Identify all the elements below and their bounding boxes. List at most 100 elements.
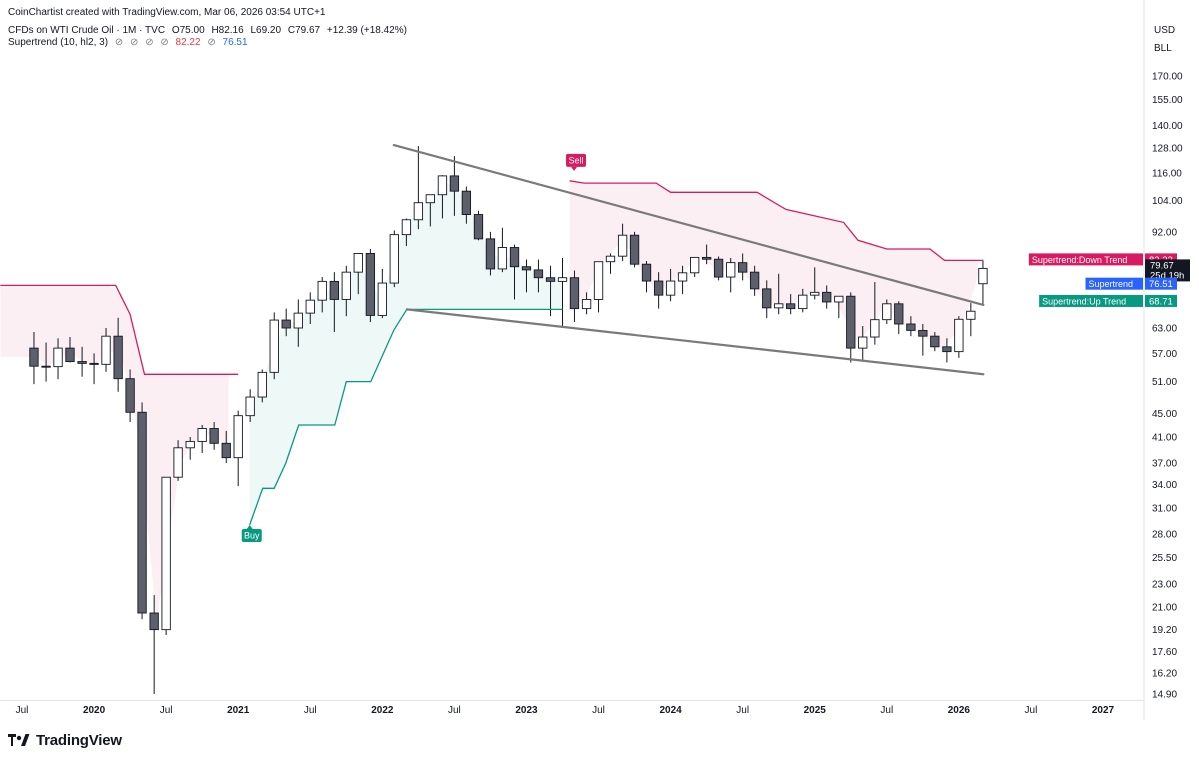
candle[interactable] xyxy=(113,317,123,392)
candle[interactable] xyxy=(485,231,496,276)
candle[interactable] xyxy=(41,342,51,382)
candle[interactable] xyxy=(365,248,376,323)
candle[interactable] xyxy=(305,292,315,324)
candle[interactable] xyxy=(774,273,784,315)
tradingview-brand[interactable]: TradingView xyxy=(8,732,122,749)
indicator-name[interactable]: Supertrend (10, hl2, 3) xyxy=(8,37,109,48)
candle[interactable] xyxy=(353,253,363,295)
candle[interactable] xyxy=(437,175,448,219)
candle[interactable] xyxy=(509,244,520,300)
candle[interactable] xyxy=(858,325,868,361)
candle[interactable] xyxy=(161,476,171,635)
candle[interactable] xyxy=(173,440,183,481)
candle-body xyxy=(437,175,448,196)
candle[interactable] xyxy=(257,369,267,403)
candle[interactable] xyxy=(89,353,99,385)
supertrend-down-line[interactable] xyxy=(569,180,984,262)
candle[interactable] xyxy=(690,256,700,278)
candle[interactable] xyxy=(894,301,904,335)
candle[interactable] xyxy=(281,308,291,337)
candle-body xyxy=(749,271,760,290)
candle[interactable] xyxy=(822,285,832,309)
candle[interactable] xyxy=(978,260,988,305)
candle[interactable] xyxy=(137,402,147,620)
candle[interactable] xyxy=(341,265,351,317)
candle[interactable] xyxy=(713,256,724,281)
candle[interactable] xyxy=(593,261,604,313)
candle[interactable] xyxy=(425,194,435,227)
candle[interactable] xyxy=(677,265,688,295)
candle[interactable] xyxy=(930,332,940,352)
candle[interactable] xyxy=(557,258,568,326)
candle[interactable] xyxy=(65,337,75,363)
supertrend-down-line[interactable] xyxy=(0,284,239,375)
candle[interactable] xyxy=(245,389,255,423)
candle[interactable] xyxy=(665,268,676,302)
lower-trendline[interactable] xyxy=(405,308,985,376)
candle[interactable] xyxy=(749,265,760,296)
candle[interactable] xyxy=(629,231,640,268)
candle[interactable] xyxy=(966,303,976,337)
upper-trendline[interactable] xyxy=(392,143,985,307)
candle-body xyxy=(233,415,243,459)
candle[interactable] xyxy=(942,338,952,363)
candle[interactable] xyxy=(918,323,928,356)
candle[interactable] xyxy=(29,332,39,385)
candle[interactable] xyxy=(149,595,159,694)
buy-signal[interactable]: Buy xyxy=(241,524,262,542)
candle[interactable] xyxy=(533,259,544,293)
candle[interactable] xyxy=(389,230,399,288)
candle-body xyxy=(701,256,712,260)
candle[interactable] xyxy=(617,223,628,262)
candle[interactable] xyxy=(545,265,556,317)
candle[interactable] xyxy=(101,327,111,372)
candle[interactable] xyxy=(197,424,207,454)
x-tick-label: Jul xyxy=(16,705,29,716)
candle[interactable] xyxy=(834,295,844,319)
candle[interactable] xyxy=(77,346,87,377)
candle[interactable] xyxy=(906,316,916,337)
candle[interactable] xyxy=(521,259,532,293)
candle[interactable] xyxy=(701,244,712,265)
candle[interactable] xyxy=(738,253,748,281)
candle[interactable] xyxy=(221,430,231,464)
candle[interactable] xyxy=(726,258,736,293)
candle[interactable] xyxy=(762,280,772,319)
supertrend-up-label[interactable]: Supertrend:Up Trend 68.71 xyxy=(1039,294,1177,308)
candle[interactable] xyxy=(233,410,243,487)
symbol-name[interactable]: CFDs on WTI Crude Oil · 1M · TVC xyxy=(8,25,166,36)
candle[interactable] xyxy=(269,312,279,380)
candle[interactable] xyxy=(641,261,652,293)
candle[interactable] xyxy=(293,299,303,347)
candle[interactable] xyxy=(497,227,508,273)
candle[interactable] xyxy=(461,186,472,224)
candle[interactable] xyxy=(605,253,616,274)
y-tick-label: 28.00 xyxy=(1152,529,1177,540)
candle[interactable] xyxy=(810,267,820,300)
sell-signal[interactable]: Sell xyxy=(566,153,587,171)
candle[interactable] xyxy=(653,272,664,309)
candle[interactable] xyxy=(125,369,135,423)
candle[interactable] xyxy=(413,146,424,230)
candle[interactable] xyxy=(882,299,892,324)
candle[interactable] xyxy=(473,210,484,241)
candle[interactable] xyxy=(870,282,880,345)
candle[interactable] xyxy=(329,272,339,333)
candle[interactable] xyxy=(449,156,460,216)
candle[interactable] xyxy=(581,292,592,315)
candle[interactable] xyxy=(954,316,964,358)
candle[interactable] xyxy=(317,277,327,313)
candle[interactable] xyxy=(377,268,387,319)
candle[interactable] xyxy=(569,270,580,323)
candle[interactable] xyxy=(846,292,856,363)
candle[interactable] xyxy=(53,338,63,380)
candle[interactable] xyxy=(798,288,808,313)
candle[interactable] xyxy=(786,294,796,315)
candle[interactable] xyxy=(185,437,195,460)
candle[interactable] xyxy=(401,218,412,247)
supertrend-label[interactable]: Supertrend 76.51 xyxy=(1085,277,1178,291)
supertrend-up-line[interactable] xyxy=(249,308,563,526)
candle[interactable] xyxy=(209,422,219,450)
